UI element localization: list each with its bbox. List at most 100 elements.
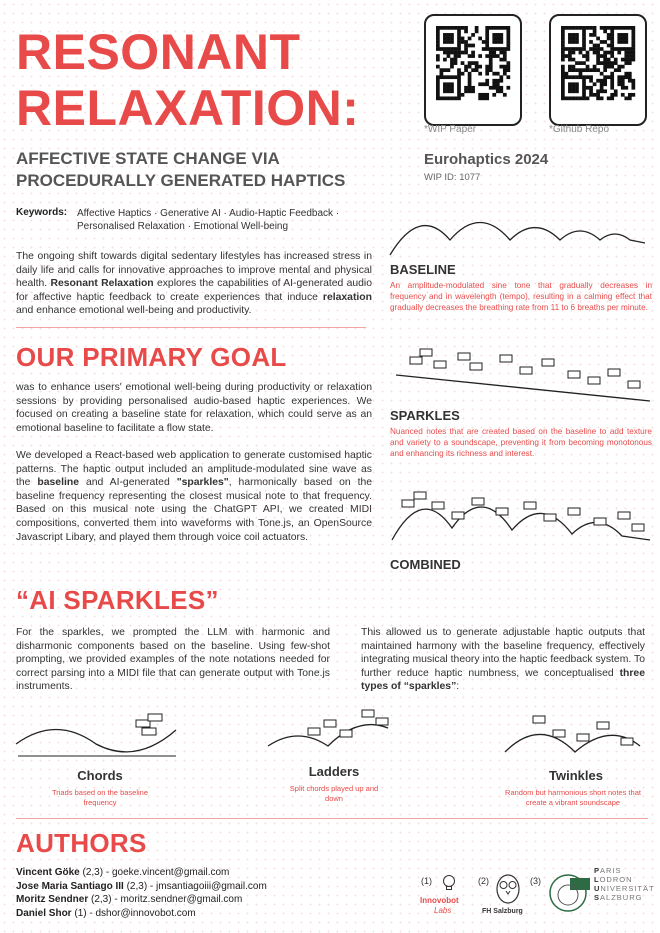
qr-module xyxy=(582,43,586,48)
qr-module xyxy=(603,40,608,44)
qr-module xyxy=(603,68,608,73)
qr-module xyxy=(631,29,636,34)
plus-wordmark: PARIS LODRON UNIVERSITÄT SALZBURG xyxy=(594,866,655,902)
qr-module xyxy=(589,75,593,80)
qr-module xyxy=(485,47,490,51)
qr-module xyxy=(564,26,569,30)
qr-module xyxy=(502,64,507,69)
qr-module xyxy=(620,64,625,69)
qr-module xyxy=(568,89,572,94)
title-line-1: RESONANT xyxy=(16,24,301,80)
qr-module xyxy=(436,26,440,30)
qr-module xyxy=(606,64,611,69)
qr-module xyxy=(589,85,593,90)
qr-module xyxy=(578,96,583,101)
divider xyxy=(16,327,366,328)
qr-module xyxy=(467,43,472,48)
qr-module xyxy=(561,68,565,73)
qr-module xyxy=(631,82,636,87)
qr-module xyxy=(488,26,493,30)
qr-module xyxy=(450,75,454,80)
qr-module xyxy=(492,36,497,41)
affiliation-number-1: (1) xyxy=(421,876,432,886)
venue-name: Eurohaptics 2024 xyxy=(424,151,549,168)
qr-code-image xyxy=(561,26,636,101)
qr-code-wip-paper[interactable] xyxy=(424,14,522,126)
qr-module xyxy=(610,96,615,101)
qr-module xyxy=(578,50,583,55)
qr-module xyxy=(575,26,579,30)
qr-module xyxy=(446,89,451,94)
qr-module xyxy=(627,54,632,58)
qr-code-image xyxy=(436,26,511,101)
qr-module xyxy=(467,85,472,90)
qr-module xyxy=(488,54,493,58)
qr-module xyxy=(599,61,604,65)
qr-module xyxy=(453,57,458,62)
qr-module xyxy=(589,26,593,30)
qr-module xyxy=(488,61,493,65)
qr-module xyxy=(606,75,611,80)
qr-module xyxy=(499,78,504,83)
qr-module xyxy=(492,50,497,55)
qr-module xyxy=(460,71,465,76)
qr-module xyxy=(457,68,461,73)
qr-module xyxy=(564,96,569,101)
qr-module xyxy=(471,89,475,94)
qr-module xyxy=(492,85,497,90)
qr-module xyxy=(568,57,572,62)
qr-module xyxy=(582,82,586,87)
innovobot-logo-text: Innovobot xyxy=(420,896,459,905)
qr-module xyxy=(575,36,579,41)
qr-module xyxy=(499,89,504,94)
qr-module xyxy=(485,68,490,73)
qr-module xyxy=(443,96,447,101)
plus-line-4: SALZBURG xyxy=(594,893,643,902)
qr-module xyxy=(624,40,629,44)
qr-module xyxy=(610,75,615,80)
qr-module xyxy=(502,54,507,58)
qr-module xyxy=(578,75,583,80)
qr-module xyxy=(561,89,565,94)
qr-module xyxy=(436,40,440,44)
qr-module xyxy=(443,40,447,44)
combined-illustration xyxy=(391,491,651,541)
qr-module xyxy=(617,36,622,41)
qr-module xyxy=(457,96,461,101)
qr-module xyxy=(575,82,579,87)
qr-module xyxy=(478,82,483,87)
qr-module xyxy=(582,33,586,37)
qr-module xyxy=(485,78,490,83)
qr-module xyxy=(627,50,632,55)
qr-module xyxy=(561,50,565,55)
qr-module xyxy=(568,68,572,73)
qr-module xyxy=(460,36,465,41)
qr-module xyxy=(582,68,586,73)
qr-module xyxy=(492,33,497,37)
qr-module xyxy=(575,47,579,51)
qr-module xyxy=(457,40,461,44)
qr-code-github-repo[interactable] xyxy=(549,14,647,126)
qr-module xyxy=(443,33,447,37)
qr-module xyxy=(606,26,611,30)
qr-module xyxy=(499,64,504,69)
qr-module xyxy=(575,75,579,80)
qr-module xyxy=(457,29,461,34)
qr-module xyxy=(568,33,572,37)
keywords-line-2: Personalised Relaxation · Emotional Well… xyxy=(77,221,289,232)
qr-module xyxy=(450,40,454,44)
qr-module xyxy=(495,78,500,83)
qr-module xyxy=(610,47,615,51)
qr-module xyxy=(592,64,597,69)
qr-module xyxy=(436,29,440,34)
qr-module xyxy=(439,47,444,51)
qr-module xyxy=(592,50,597,55)
ladders-illustration xyxy=(267,709,389,747)
qr-module xyxy=(578,71,583,76)
qr-module xyxy=(620,26,625,30)
qr-module xyxy=(464,43,468,48)
qr-module xyxy=(627,57,632,62)
qr-module xyxy=(443,36,447,41)
qr-module xyxy=(596,47,600,51)
qr-module xyxy=(582,61,586,65)
